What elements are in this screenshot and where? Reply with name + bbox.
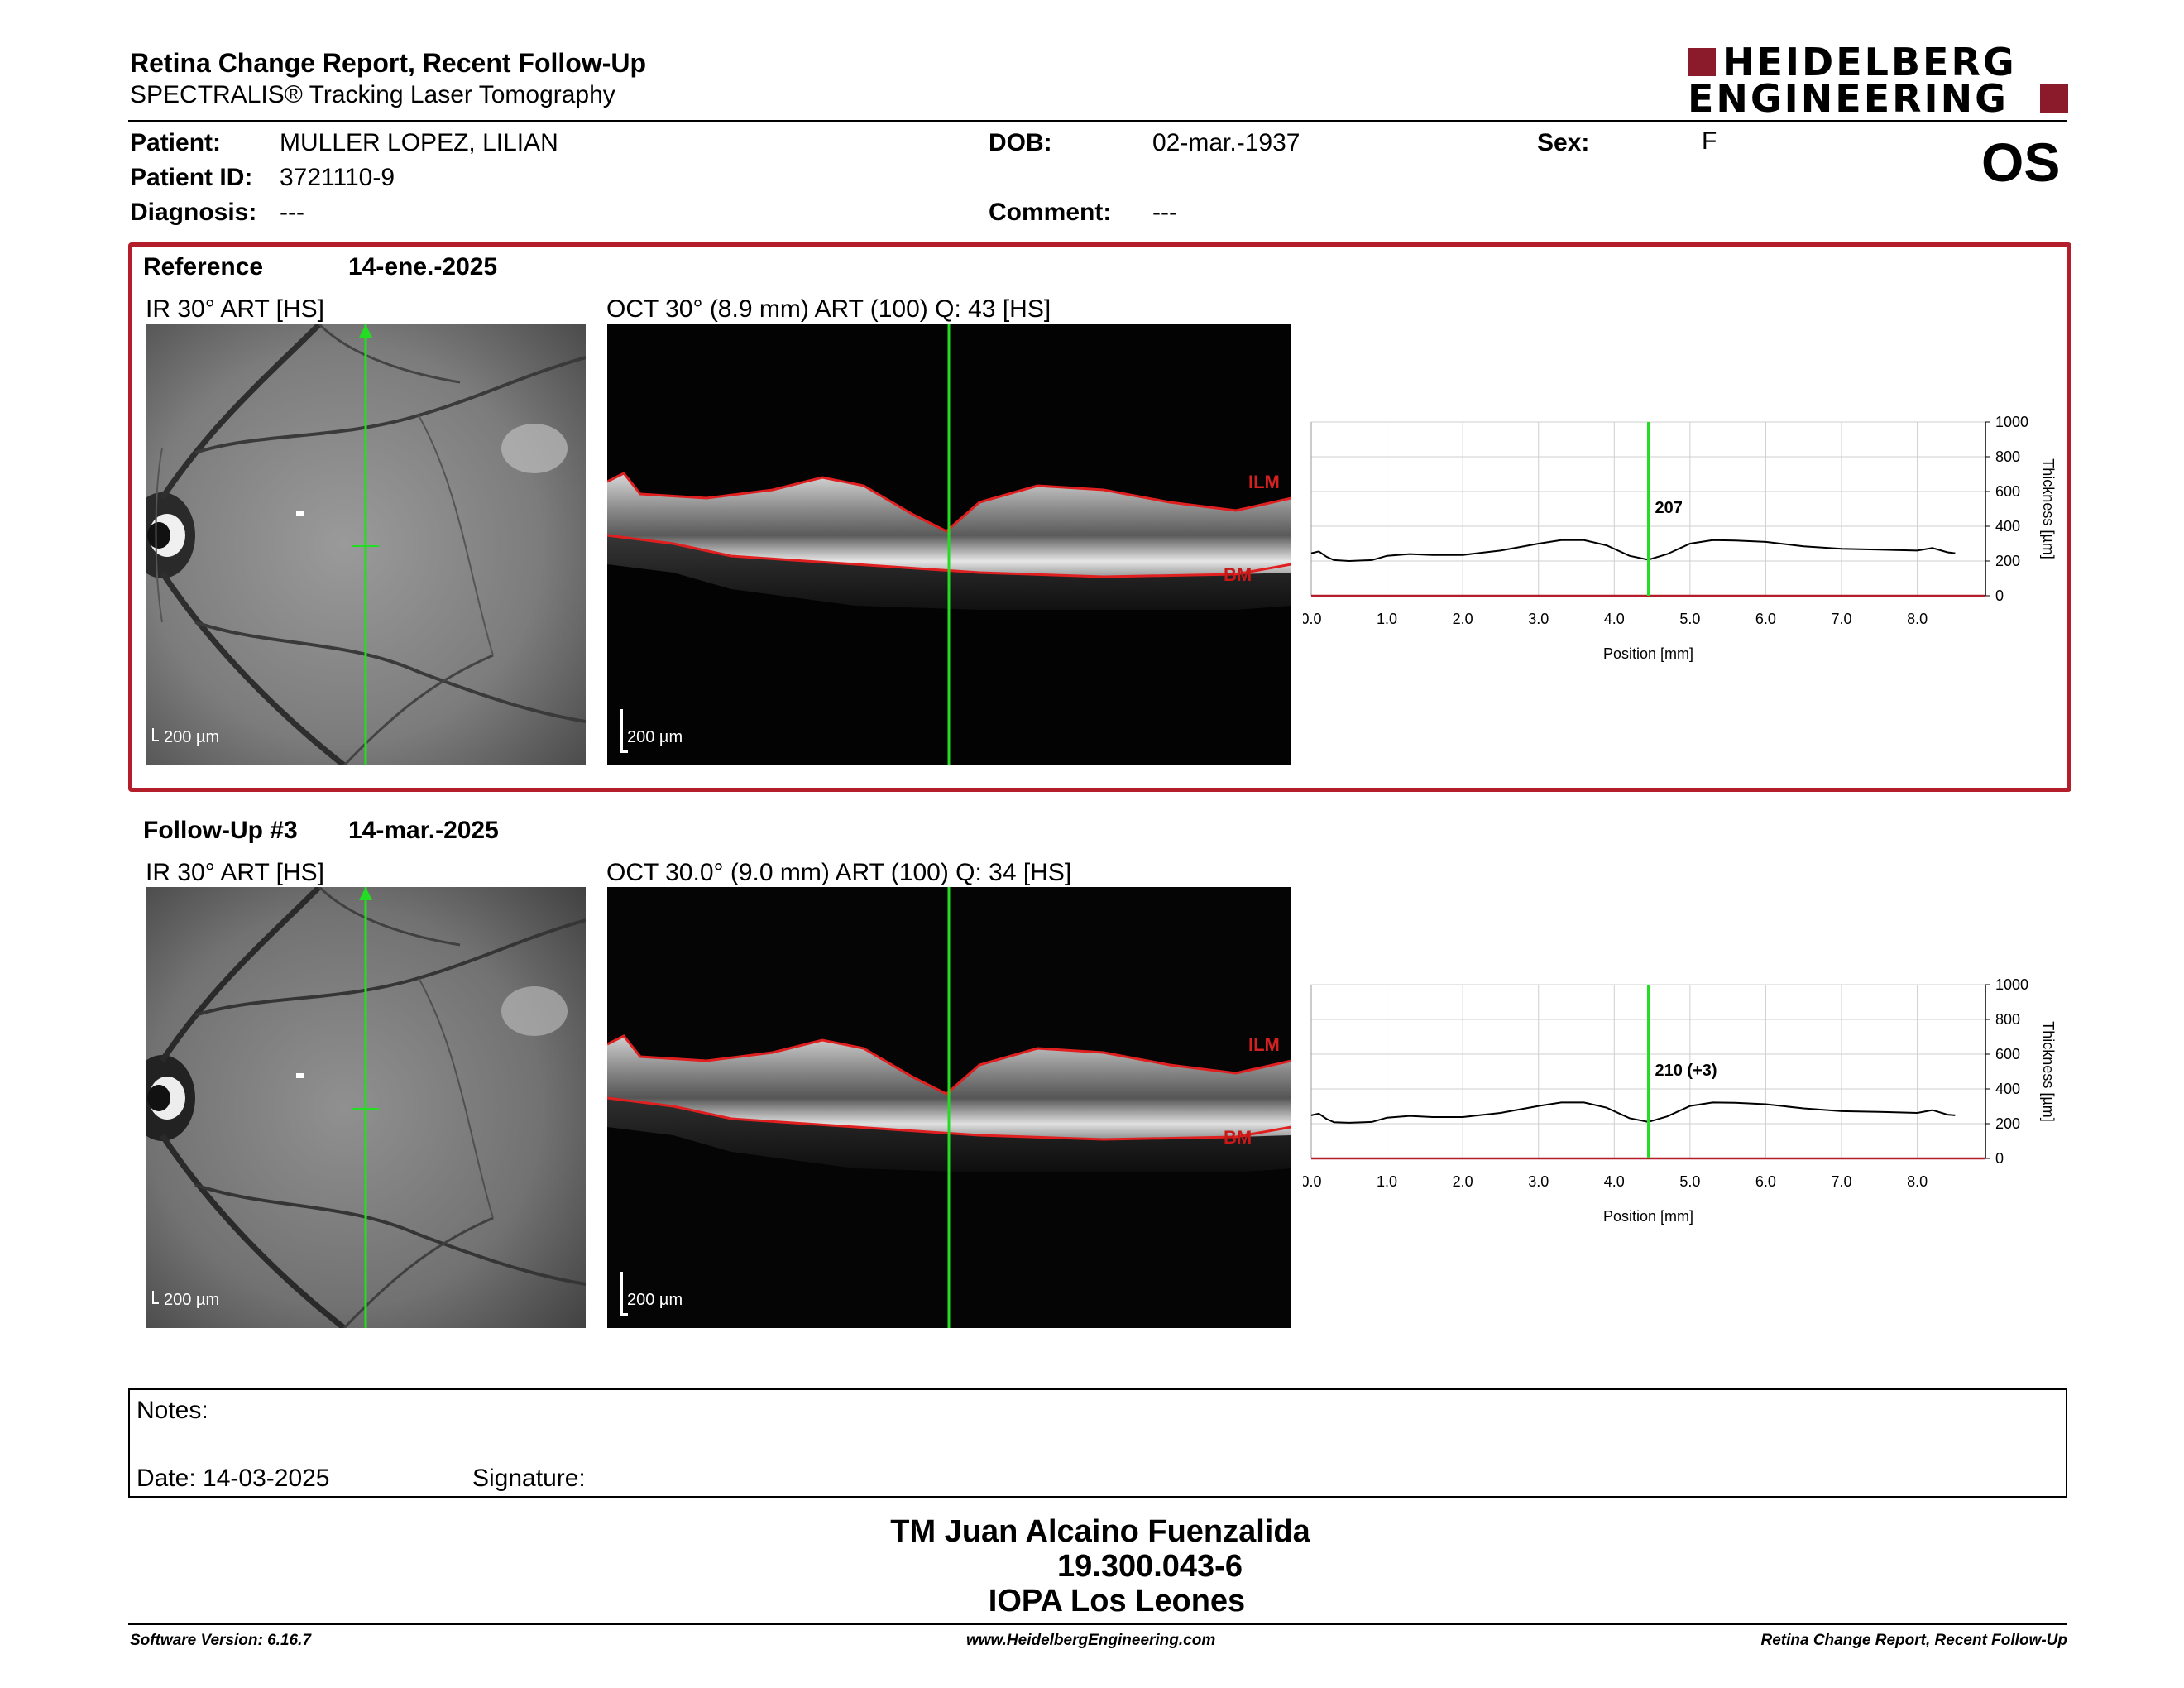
- followup-ilm-label: ILM: [1248, 1034, 1280, 1055]
- logo-line1: HEIDELBERG: [1722, 40, 2017, 84]
- y-tick-label: 800: [1995, 1011, 2020, 1028]
- x-tick-label: 6.0: [1755, 1173, 1776, 1190]
- software-version: Software Version: 6.16.7: [130, 1632, 311, 1649]
- x-tick-label: 5.0: [1679, 611, 1700, 627]
- followup-thickness-chart: 0.0 1.0 2.0 3.0 4.0 5.0 6.0 7.0 8.0 0 200 400 600 800…: [1303, 976, 2056, 1225]
- followup-bm-label: BM: [1224, 1127, 1252, 1148]
- thickness-line: [1310, 539, 1956, 563]
- x-tick-label: 2.0: [1453, 611, 1473, 627]
- reference-label: Reference: [143, 253, 264, 281]
- followup-ir-fundus-image: 200 µm: [146, 887, 586, 1328]
- report-title: Retina Change Report, Recent Follow-Up: [130, 48, 647, 78]
- x-tick-label: 4.0: [1604, 1173, 1625, 1190]
- reference-date: 14-ene.-2025: [348, 253, 498, 281]
- reference-bm-label: BM: [1224, 564, 1252, 585]
- y-tick-label: 400: [1995, 1081, 2020, 1097]
- header-divider: [128, 120, 2067, 122]
- followup-ir-scale-label: 200 µm: [164, 1291, 220, 1309]
- x-tick-label: 1.0: [1377, 611, 1397, 627]
- sex-label: Sex:: [1537, 129, 1590, 156]
- y-tick-label: 0: [1995, 587, 2004, 604]
- signer-institution: IOPA Los Leones: [988, 1584, 1246, 1618]
- notes-label: Notes:: [136, 1397, 208, 1424]
- reference-thickness-chart: 0.0 1.0 2.0 3.0 4.0 5.0 6.0 7.0 8.0 0 200 400 600 800…: [1303, 414, 2056, 662]
- cursor-value-label: 210 (+3): [1655, 1062, 1717, 1080]
- y-tick-label: 400: [1995, 518, 2020, 535]
- y-tick-label: 600: [1995, 483, 2020, 500]
- patient-name: MULLER LOPEZ, LILIAN: [280, 129, 558, 156]
- x-tick-label: 3.0: [1528, 1173, 1549, 1190]
- x-tick-label: 7.0: [1831, 611, 1851, 627]
- y-tick-label: 600: [1995, 1046, 2020, 1062]
- reference-ir-scale-label: 200 µm: [164, 728, 220, 746]
- x-axis-label: Position [mm]: [1603, 645, 1693, 662]
- dob-label: DOB:: [989, 129, 1052, 156]
- x-tick-label: 8.0: [1907, 611, 1928, 627]
- patient-name-label: Patient:: [130, 129, 222, 156]
- logo-line2: ENGINEERING: [1688, 76, 2009, 121]
- followup-oct-bscan-image: ILM BM 200 µm: [607, 887, 1291, 1328]
- comment-label: Comment:: [989, 199, 1112, 226]
- x-tick-label: 8.0: [1907, 1173, 1928, 1190]
- x-tick-label: 4.0: [1604, 611, 1625, 627]
- x-tick-label: 1.0: [1377, 1173, 1397, 1190]
- y-tick-label: 200: [1995, 1115, 2020, 1132]
- report-subtitle: SPECTRALIS® Tracking Laser Tomography: [130, 81, 615, 108]
- reference-ir-fundus-image: 200 µm: [146, 324, 586, 765]
- heidelberg-logo: HEIDELBERG ENGINEERING: [1688, 43, 2068, 117]
- followup-date: 14-mar.-2025: [348, 817, 499, 844]
- eye-indicator: OS: [1981, 132, 2061, 193]
- y-tick-label: 1000: [1995, 414, 2028, 430]
- patient-id: 3721110-9: [280, 164, 395, 191]
- followup-ir-caption: IR 30° ART [HS]: [146, 859, 324, 886]
- x-tick-label: 7.0: [1831, 1173, 1851, 1190]
- dob: 02-mar.-1937: [1152, 129, 1300, 156]
- cursor-value-label: 207: [1655, 499, 1683, 517]
- comment: ---: [1152, 199, 1177, 226]
- reference-oct-bscan-image: ILM BM 200 µm: [607, 324, 1291, 765]
- footer-divider: [128, 1623, 2067, 1625]
- signer-rut: 19.300.043-6: [1057, 1549, 1243, 1584]
- signer-name: TM Juan Alcaino Fuenzalida: [890, 1514, 1310, 1549]
- diagnosis: ---: [280, 199, 304, 226]
- reference-frame: [128, 242, 2071, 792]
- x-tick-label: 5.0: [1679, 1173, 1700, 1190]
- reference-ir-caption: IR 30° ART [HS]: [146, 295, 324, 323]
- y-tick-label: 200: [1995, 553, 2020, 569]
- notes-date: Date: 14-03-2025: [136, 1465, 330, 1492]
- reference-ilm-label: ILM: [1248, 472, 1280, 492]
- x-tick-label: 2.0: [1453, 1173, 1473, 1190]
- x-tick-label: 6.0: [1755, 611, 1776, 627]
- footer-report-name: Retina Change Report, Recent Follow-Up: [1760, 1632, 2067, 1649]
- thickness-line: [1310, 1101, 1956, 1124]
- notes-box: Notes: Date: 14-03-2025 Signature:: [128, 1388, 2067, 1498]
- y-axis-label: Thickness [µm]: [2040, 1021, 2056, 1121]
- diagnosis-label: Diagnosis:: [130, 199, 257, 226]
- followup-oct-caption: OCT 30.0° (9.0 mm) ART (100) Q: 34 [HS]: [606, 859, 1072, 886]
- x-tick-label: 0.0: [1303, 1173, 1322, 1190]
- followup-oct-scale-label: 200 µm: [627, 1291, 683, 1309]
- reference-oct-scale-label: 200 µm: [627, 728, 683, 746]
- y-tick-label: 0: [1995, 1150, 2004, 1167]
- y-axis-label: Thickness [µm]: [2040, 458, 2056, 559]
- followup-label: Follow-Up #3: [143, 817, 298, 844]
- website-link[interactable]: www.HeidelbergEngineering.com: [966, 1632, 1216, 1649]
- sex: F: [1702, 127, 1717, 155]
- x-axis-label: Position [mm]: [1603, 1208, 1693, 1225]
- y-tick-label: 800: [1995, 448, 2020, 465]
- x-tick-label: 0.0: [1303, 611, 1322, 627]
- reference-oct-caption: OCT 30° (8.9 mm) ART (100) Q: 43 [HS]: [606, 295, 1051, 323]
- signature-label: Signature:: [472, 1465, 586, 1492]
- y-tick-label: 1000: [1995, 976, 2028, 993]
- x-tick-label: 3.0: [1528, 611, 1549, 627]
- patient-id-label: Patient ID:: [130, 164, 253, 191]
